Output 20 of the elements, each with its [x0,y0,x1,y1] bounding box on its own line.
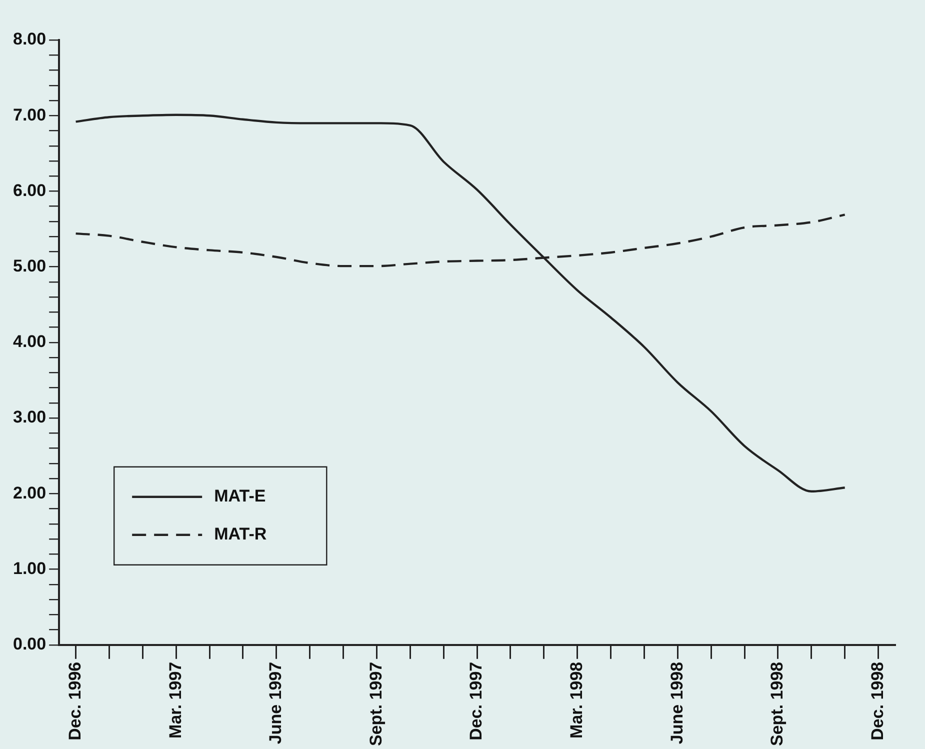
y-tick-label: 5.00 [12,256,46,276]
x-tick-label: Mar. 1997 [166,662,185,738]
x-tick-label: Dec. 1997 [466,662,486,740]
y-tick-label: 6.00 [12,180,46,200]
y-tick-label: 8.00 [12,30,46,49]
x-tick-label: Dec. 1996 [65,662,84,740]
legend-label: MAT-R [214,524,267,544]
x-tick-label: Dec. 1998 [868,662,887,740]
y-tick-label: 1.00 [12,558,46,578]
x-tick-label: Mar. 1998 [567,662,586,738]
x-tick-label: Sept. 1998 [768,662,787,746]
y-tick-label: 4.00 [12,332,46,352]
x-tick-label: Sept. 1997 [366,662,386,746]
y-tick-label: 2.00 [12,483,46,502]
legend-label: MAT-E [214,486,266,506]
y-tick-label: 7.00 [12,105,46,124]
y-tick-label: 0.00 [12,634,46,654]
x-tick-label: June 1997 [266,662,286,744]
x-tick-label: June 1998 [667,662,686,744]
y-tick-label: 3.00 [12,408,46,427]
